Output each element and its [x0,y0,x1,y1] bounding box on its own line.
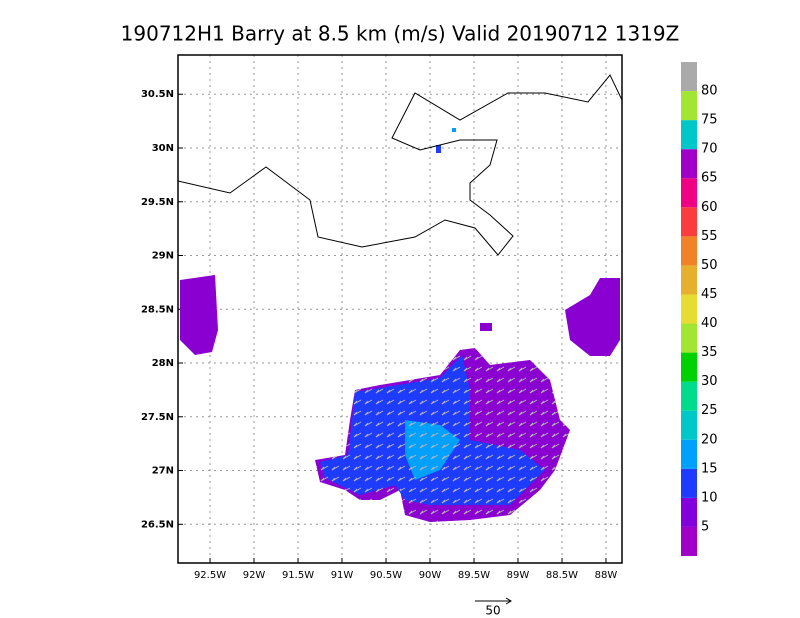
wind-region-west [180,275,218,355]
colorbar-label: 35 [701,345,718,360]
colorbar-label: 80 [701,84,718,99]
y-tick-label: 30.5N [141,89,174,100]
colorbar-label: 55 [701,229,718,244]
x-tick-label: 90W [419,570,442,581]
colorbar-segment [681,439,697,469]
wind-speck [452,128,456,132]
colorbar-label: 30 [701,374,718,389]
colorbar-segment [681,410,697,440]
y-tick-label: 27N [152,466,174,477]
colorbar-segment [681,294,697,324]
y-tick-label: 28N [152,358,174,369]
x-tick-label: 88W [595,570,618,581]
colorbar-label: 45 [701,287,718,302]
wind-speck [480,323,492,331]
wind-region-east [565,278,620,356]
reference-arrow-head [505,597,512,605]
colorbar-label: 50 [701,258,718,273]
y-tick-label: 26.5N [141,519,174,530]
wind-field [178,74,622,522]
colorbar-label: 75 [701,113,718,128]
colorbar-label: 5 [701,519,709,534]
x-tick-label: 90.5W [370,570,402,581]
colorbar-segment [681,91,697,121]
colorbar-segment [681,352,697,382]
reference-label: 50 [485,604,500,618]
colorbar-segment [681,207,697,237]
y-tick-label: 30N [152,143,174,154]
y-tick-label: 28.5N [141,304,174,315]
x-tick-label: 88.5W [546,570,578,581]
colorbar-label: 65 [701,171,718,186]
x-tick-label: 92W [243,570,266,581]
colorbar-label: 40 [701,316,718,331]
colorbar-label: 15 [701,461,718,476]
colorbar-segment [681,497,697,527]
colorbar-segment [681,120,697,150]
plot-frame [177,54,623,564]
x-tick-label: 89.5W [458,570,490,581]
colorbar-segment [681,468,697,498]
x-tick-label: 92.5W [194,570,226,581]
colorbar-segment [681,178,697,208]
colorbar-label: 10 [701,490,718,505]
colorbar-label: 20 [701,432,718,447]
x-tick-label: 89W [507,570,530,581]
title: 190712H1 Barry at 8.5 km (m/s) Valid 201… [121,22,680,46]
y-tick-label: 27.5N [141,412,174,423]
colorbar: 5 10 15 20 25 30 35 40 45 50 55 60 65 70 75 80 [681,62,718,556]
y-tick-label: 29.5N [141,197,174,208]
colorbar-label: 25 [701,403,718,418]
colorbar-segment [681,236,697,266]
colorbar-segment [681,526,697,556]
colorbar-segment [681,265,697,295]
colorbar-label: 70 [701,142,718,157]
colorbar-segment [681,149,697,179]
colorbar-segment [681,62,697,92]
x-tick-label: 91.5W [282,570,314,581]
colorbar-segment [681,323,697,353]
wind-region-overlay [315,348,570,522]
wind-speck [436,145,441,153]
coastline [178,74,622,256]
colorbar-label: 60 [701,200,718,215]
y-tick-label: 29N [152,251,174,262]
x-tick-label: 91W [331,570,354,581]
colorbar-segment [681,381,697,411]
